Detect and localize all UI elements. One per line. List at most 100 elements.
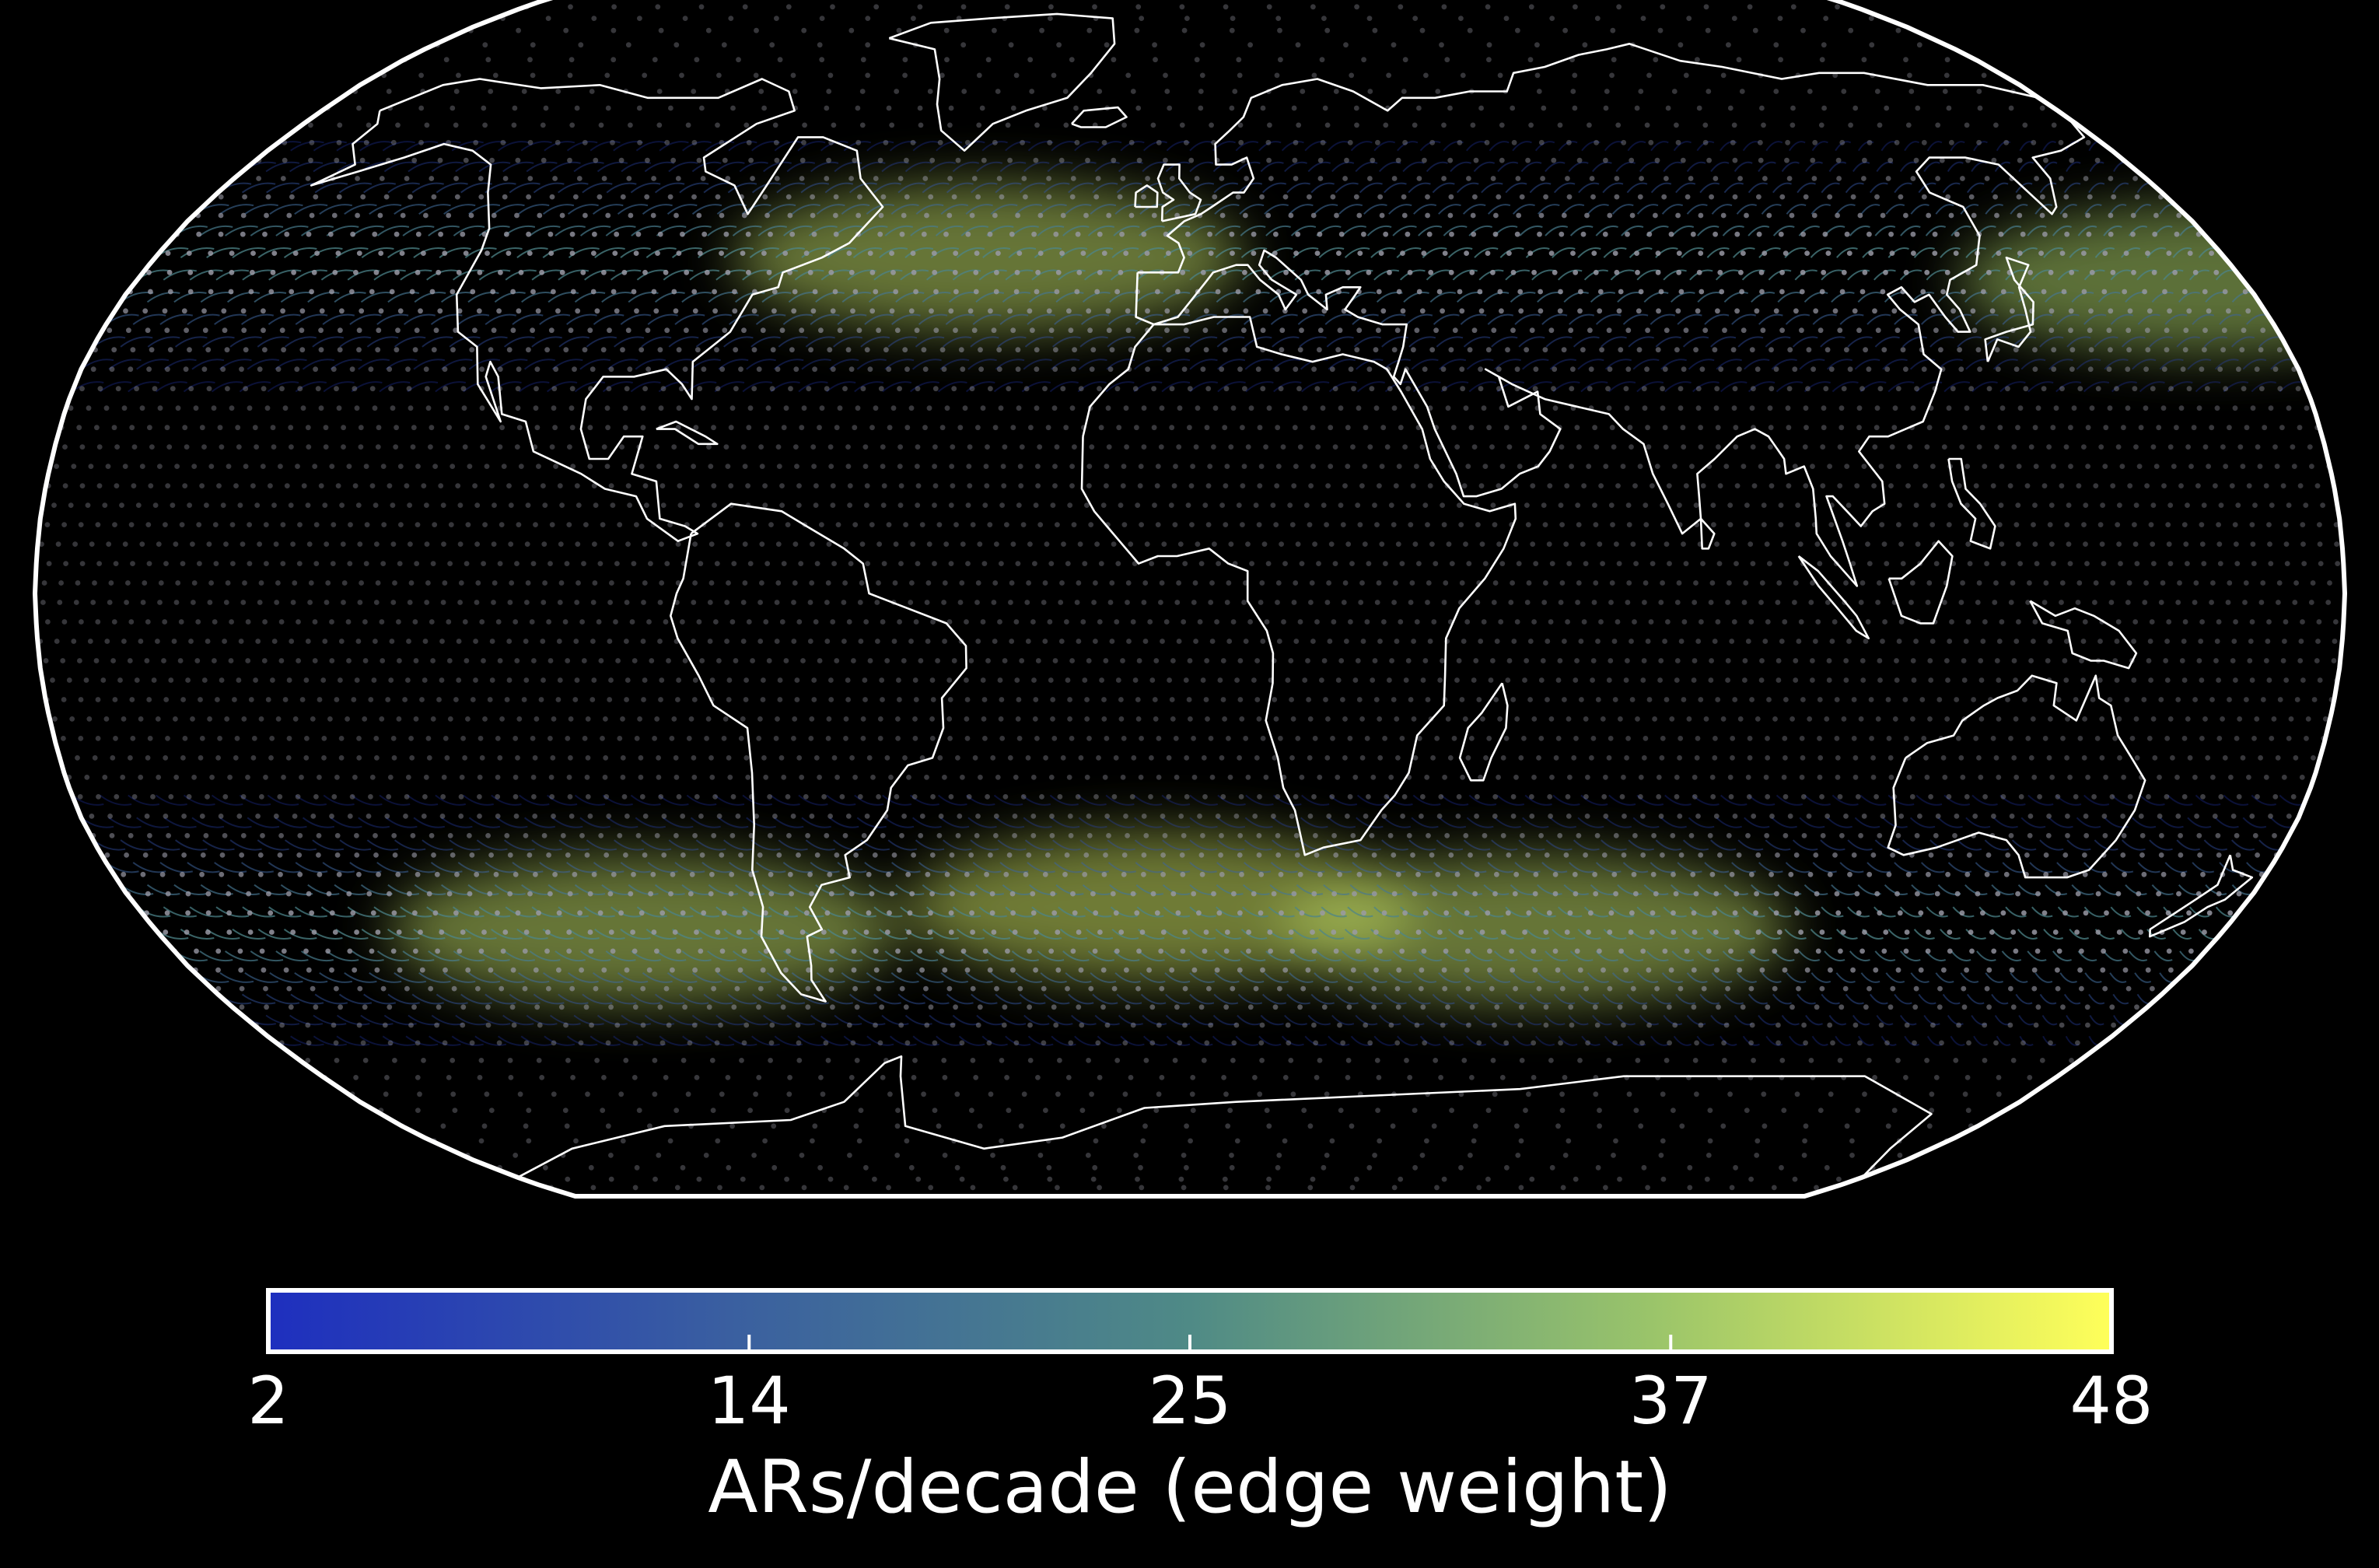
- node: [577, 910, 583, 916]
- node: [1572, 871, 1578, 877]
- node: [2117, 755, 2122, 761]
- node: [219, 871, 225, 877]
- node: [911, 852, 916, 858]
- node: [1807, 716, 1813, 722]
- node: [1613, 1138, 1618, 1144]
- node: [2249, 619, 2255, 625]
- edge-arc: [1852, 161, 1870, 173]
- edge-arc: [108, 817, 142, 828]
- edge-arc: [2219, 313, 2241, 325]
- node: [947, 697, 953, 702]
- node: [1885, 697, 1891, 702]
- node: [2145, 910, 2151, 916]
- edge-arc: [468, 972, 501, 983]
- edge-arc: [857, 161, 886, 173]
- node: [1658, 1153, 1664, 1158]
- node: [654, 716, 660, 722]
- node: [1402, 910, 1408, 916]
- edge-arc: [1723, 292, 1748, 303]
- node: [283, 967, 289, 973]
- node: [1237, 967, 1243, 973]
- node: [567, 891, 573, 897]
- node: [1749, 697, 1755, 702]
- node: [366, 891, 373, 897]
- edge-arc: [1904, 141, 1920, 152]
- node: [1420, 794, 1426, 800]
- edge-arc: [467, 884, 499, 895]
- edge-arc: [1260, 1014, 1284, 1026]
- node: [2075, 1040, 2080, 1046]
- node: [1066, 775, 1072, 780]
- edge-arc: [1950, 950, 1971, 962]
- node: [1039, 794, 1044, 800]
- edge-arc: [1821, 269, 1844, 281]
- node: [1866, 1058, 1872, 1063]
- node: [2029, 677, 2035, 683]
- edge-arc: [376, 225, 410, 236]
- edge-arc: [1058, 269, 1086, 281]
- node: [1956, 1022, 1962, 1028]
- edge-arc: [1008, 929, 1037, 940]
- node: [478, 1058, 485, 1063]
- node: [946, 619, 953, 625]
- node: [1377, 1138, 1383, 1144]
- node: [2027, 1075, 2033, 1080]
- node: [1479, 929, 1485, 935]
- node: [1030, 775, 1037, 780]
- node: [1135, 697, 1141, 702]
- node: [894, 794, 900, 800]
- node: [1256, 716, 1262, 722]
- node: [2240, 755, 2246, 761]
- node: [777, 677, 783, 683]
- node: [1301, 1108, 1307, 1113]
- edge-arc: [1971, 794, 1998, 806]
- node: [447, 833, 453, 838]
- node: [1712, 910, 1717, 916]
- node: [682, 1004, 687, 1010]
- node: [1862, 929, 1867, 935]
- node: [495, 619, 502, 625]
- node: [1665, 619, 1671, 625]
- edge-arc: [965, 381, 995, 393]
- edge-arc: [2041, 161, 2058, 173]
- edge-arc: [925, 906, 955, 918]
- node: [1557, 658, 1563, 663]
- node: [1748, 619, 1755, 625]
- node: [1083, 852, 1090, 858]
- node: [778, 929, 785, 935]
- edge-arc: [1505, 993, 1527, 1005]
- node: [1237, 755, 1242, 761]
- edge-arc: [1019, 993, 1046, 1005]
- node: [2042, 736, 2048, 741]
- node: [1954, 697, 1960, 702]
- edge-arc: [2172, 247, 2192, 258]
- edge-arc: [1286, 182, 1310, 194]
- edge-arc: [1074, 141, 1100, 152]
- node: [772, 814, 778, 819]
- node: [711, 833, 717, 838]
- node: [895, 736, 901, 741]
- node: [809, 891, 814, 897]
- node: [162, 852, 168, 858]
- node: [942, 775, 947, 780]
- edge-arc: [1215, 929, 1242, 940]
- node: [730, 794, 736, 800]
- node: [1184, 1123, 1189, 1129]
- node: [1814, 910, 1821, 916]
- node: [155, 716, 161, 722]
- node: [396, 619, 401, 625]
- node: [2084, 1004, 2090, 1010]
- edge-arc: [729, 313, 759, 325]
- node: [880, 833, 886, 838]
- edge-arc: [1272, 336, 1300, 348]
- node: [710, 1108, 716, 1113]
- node: [1800, 794, 1807, 800]
- node: [1886, 871, 1892, 877]
- edge-arc: [1957, 839, 1982, 851]
- edge-arc: [558, 336, 590, 348]
- node: [565, 852, 571, 858]
- node: [982, 736, 988, 741]
- edge-arc: [1307, 161, 1331, 173]
- node: [442, 1040, 448, 1046]
- node: [1391, 600, 1397, 605]
